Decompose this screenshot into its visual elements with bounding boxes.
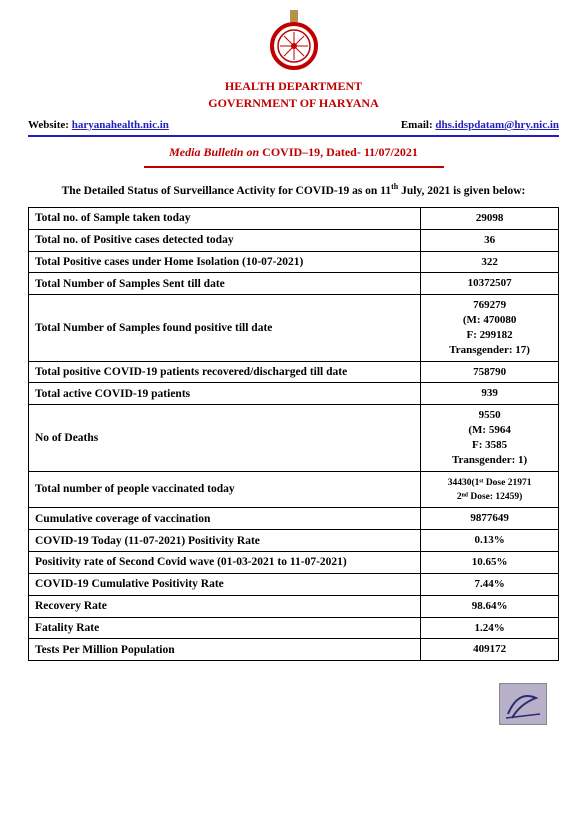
table-row: Total no. of Sample taken today29098 xyxy=(29,207,559,229)
state-emblem-icon xyxy=(264,10,324,70)
contact-row: Website: haryanahealth.nic.in Email: dhs… xyxy=(28,119,559,131)
divider-blue xyxy=(28,135,559,137)
table-row: COVID-19 Today (11-07-2021) Positivity R… xyxy=(29,530,559,552)
row-label: Total Number of Samples Sent till date xyxy=(29,273,421,295)
row-value: 9877649 xyxy=(421,508,559,530)
table-row: Total Number of Samples Sent till date10… xyxy=(29,273,559,295)
table-row: Cumulative coverage of vaccination987764… xyxy=(29,508,559,530)
website-link[interactable]: haryanahealth.nic.in xyxy=(72,119,169,131)
table-row: COVID-19 Cumulative Positivity Rate7.44% xyxy=(29,573,559,595)
row-value: 10372507 xyxy=(421,273,559,295)
subhead-after: July, 2021 is given below: xyxy=(398,185,525,197)
subhead-before: The Detailed Status of Surveillance Acti… xyxy=(62,185,391,197)
bulletin-prefix: Media Bulletin on xyxy=(169,145,262,159)
table-row: No of Deaths9550(M: 5964F: 3585Transgend… xyxy=(29,405,559,471)
bulletin-bold: COVID–19, Dated- 11/07/2021 xyxy=(262,145,418,159)
row-value: 36 xyxy=(421,229,559,251)
row-label: Total no. of Positive cases detected tod… xyxy=(29,229,421,251)
table-row: Recovery Rate98.64% xyxy=(29,595,559,617)
emblem-container xyxy=(28,10,559,75)
row-label: No of Deaths xyxy=(29,405,421,471)
media-bulletin-line: Media Bulletin on COVID–19, Dated- 11/07… xyxy=(28,145,559,160)
row-value: 7.44% xyxy=(421,573,559,595)
table-row: Total Positive cases under Home Isolatio… xyxy=(29,251,559,273)
row-value: 409172 xyxy=(421,639,559,661)
row-label: Total Number of Samples found positive t… xyxy=(29,295,421,361)
row-label: COVID-19 Today (11-07-2021) Positivity R… xyxy=(29,530,421,552)
row-label: Total no. of Sample taken today xyxy=(29,207,421,229)
row-label: Tests Per Million Population xyxy=(29,639,421,661)
row-label: Total Positive cases under Home Isolatio… xyxy=(29,251,421,273)
subheading: The Detailed Status of Surveillance Acti… xyxy=(28,182,559,197)
table-row: Tests Per Million Population409172 xyxy=(29,639,559,661)
row-label: Total active COVID-19 patients xyxy=(29,383,421,405)
website-block: Website: haryanahealth.nic.in xyxy=(28,119,169,131)
government-name: GOVERNMENT OF HARYANA xyxy=(28,96,559,111)
row-value: 1.24% xyxy=(421,617,559,639)
signature-stamp-icon xyxy=(499,683,547,725)
signature-area xyxy=(28,683,559,730)
email-label: Email: xyxy=(401,119,436,131)
row-value: 769279(M: 470080F: 299182Transgender: 17… xyxy=(421,295,559,361)
table-row: Fatality Rate1.24% xyxy=(29,617,559,639)
row-value: 758790 xyxy=(421,361,559,383)
email-block: Email: dhs.idspdatam@hry.nic.in xyxy=(401,119,559,131)
row-label: Fatality Rate xyxy=(29,617,421,639)
table-row: Total Number of Samples found positive t… xyxy=(29,295,559,361)
row-value: 10.65% xyxy=(421,552,559,574)
website-label: Website: xyxy=(28,119,72,131)
page: HEALTH DEPARTMENT GOVERNMENT OF HARYANA … xyxy=(0,0,587,750)
table-row: Positivity rate of Second Covid wave (01… xyxy=(29,552,559,574)
row-label: Total positive COVID-19 patients recover… xyxy=(29,361,421,383)
table-row: Total positive COVID-19 patients recover… xyxy=(29,361,559,383)
row-value: 322 xyxy=(421,251,559,273)
row-value: 98.64% xyxy=(421,595,559,617)
row-label: Total number of people vaccinated today xyxy=(29,471,421,508)
email-link[interactable]: dhs.idspdatam@hry.nic.in xyxy=(435,119,559,131)
row-label: COVID-19 Cumulative Positivity Rate xyxy=(29,573,421,595)
row-label: Positivity rate of Second Covid wave (01… xyxy=(29,552,421,574)
divider-red xyxy=(144,166,444,168)
row-value: 34430(1ˢᵗ Dose 219712ⁿᵈ Dose: 12459) xyxy=(421,471,559,508)
department-name: HEALTH DEPARTMENT xyxy=(28,79,559,94)
table-row: Total active COVID-19 patients939 xyxy=(29,383,559,405)
table-row: Total number of people vaccinated today3… xyxy=(29,471,559,508)
row-value: 29098 xyxy=(421,207,559,229)
table-row: Total no. of Positive cases detected tod… xyxy=(29,229,559,251)
status-table: Total no. of Sample taken today29098Tota… xyxy=(28,207,559,661)
row-value: 0.13% xyxy=(421,530,559,552)
row-label: Recovery Rate xyxy=(29,595,421,617)
row-label: Cumulative coverage of vaccination xyxy=(29,508,421,530)
row-value: 939 xyxy=(421,383,559,405)
row-value: 9550(M: 5964F: 3585Transgender: 1) xyxy=(421,405,559,471)
